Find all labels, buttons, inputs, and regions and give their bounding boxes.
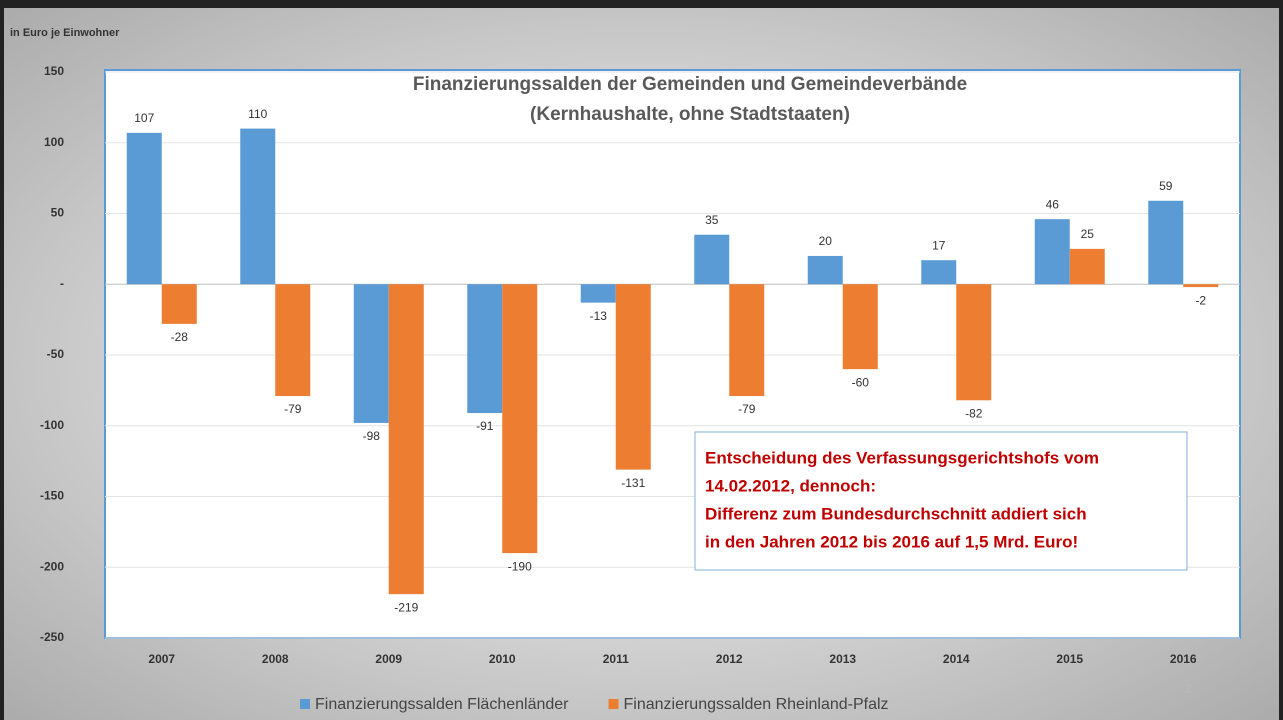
value-label: 107	[134, 111, 154, 125]
annotation: Entscheidung des Verfassungsgerichtshofs…	[705, 448, 1099, 551]
bar	[729, 284, 765, 397]
x-tick-label: 2009	[375, 652, 402, 666]
bar	[161, 284, 197, 324]
legend-swatch	[300, 699, 310, 709]
chart-title: Finanzierungssalden der Gemeinden und Ge…	[413, 74, 967, 95]
x-tick-label: 2010	[489, 652, 516, 666]
bar	[807, 255, 843, 285]
x-tick-label: 2014	[943, 652, 970, 666]
value-label: -131	[621, 476, 645, 490]
value-label: -98	[363, 429, 381, 443]
bar	[580, 284, 616, 303]
annotation-line: 14.02.2012, dennoch:	[705, 476, 876, 495]
x-tick-label: 2012	[716, 652, 743, 666]
bar	[240, 128, 276, 285]
x-tick-label: 2013	[829, 652, 856, 666]
chart-title: (Kernhaushalte, ohne Stadtstaaten)	[530, 104, 850, 125]
bar	[694, 234, 730, 285]
y-tick-label: 50	[51, 206, 65, 220]
value-label: -60	[852, 375, 870, 389]
page-number: 2	[1185, 682, 1192, 696]
bar	[502, 284, 538, 554]
y-axis-label: in Euro je Einwohner	[10, 27, 120, 39]
legend-label: Finanzierungssalden Rheinland-Pfalz	[624, 696, 889, 713]
plot: -250-200-150-100-50-501001502007107-2820…	[40, 64, 1240, 713]
y-tick-label: -250	[40, 630, 64, 644]
bar	[842, 284, 878, 370]
bar	[1148, 200, 1184, 285]
value-label: -219	[394, 600, 418, 614]
y-tick-label: -100	[40, 418, 64, 432]
y-tick-label: 150	[44, 64, 64, 78]
value-label: -91	[476, 419, 494, 433]
value-label: -2	[1195, 293, 1206, 307]
annotation-line: Entscheidung des Verfassungsgerichtshofs…	[705, 448, 1099, 467]
bar	[126, 132, 162, 285]
value-label: 110	[248, 107, 267, 121]
bar	[1034, 219, 1070, 285]
x-tick-label: 2008	[262, 652, 289, 666]
x-tick-label: 2016	[1170, 652, 1197, 666]
legend-label: Finanzierungssalden Flächenländer	[315, 696, 569, 713]
value-label: -82	[965, 406, 983, 420]
value-label: 25	[1081, 227, 1095, 241]
value-label: 35	[705, 213, 719, 227]
value-label: -13	[590, 309, 608, 323]
value-label: 46	[1046, 197, 1060, 211]
bar	[388, 284, 424, 595]
annotation-line: Differenz zum Bundesdurchschnitt addiert…	[705, 504, 1087, 523]
bar	[921, 260, 957, 285]
x-tick-label: 2007	[148, 652, 175, 666]
bar	[275, 284, 311, 397]
value-label: 17	[932, 238, 946, 252]
bar	[1183, 284, 1219, 288]
y-tick-label: -	[60, 276, 64, 290]
annotation-box	[694, 431, 1188, 571]
legend-swatch	[608, 699, 619, 709]
value-label: -79	[284, 402, 302, 416]
value-label: 59	[1159, 179, 1173, 193]
y-tick-label: -50	[47, 347, 65, 361]
y-tick-label: -200	[40, 559, 64, 573]
value-label: -190	[508, 559, 532, 573]
x-tick-label: 2015	[1056, 652, 1083, 666]
bar	[1069, 248, 1105, 285]
bar	[467, 284, 503, 414]
value-label: -79	[738, 402, 756, 416]
x-tick-label: 2011	[603, 652, 629, 666]
bar	[615, 284, 651, 470]
annotation-line: in den Jahren 2012 bis 2016 auf 1,5 Mrd.…	[705, 532, 1078, 551]
value-label: -28	[171, 330, 189, 344]
bar	[353, 284, 389, 423]
bar	[956, 284, 992, 401]
value-label: 20	[819, 234, 833, 248]
y-tick-label: -150	[40, 489, 64, 503]
y-tick-label: 100	[44, 135, 64, 149]
